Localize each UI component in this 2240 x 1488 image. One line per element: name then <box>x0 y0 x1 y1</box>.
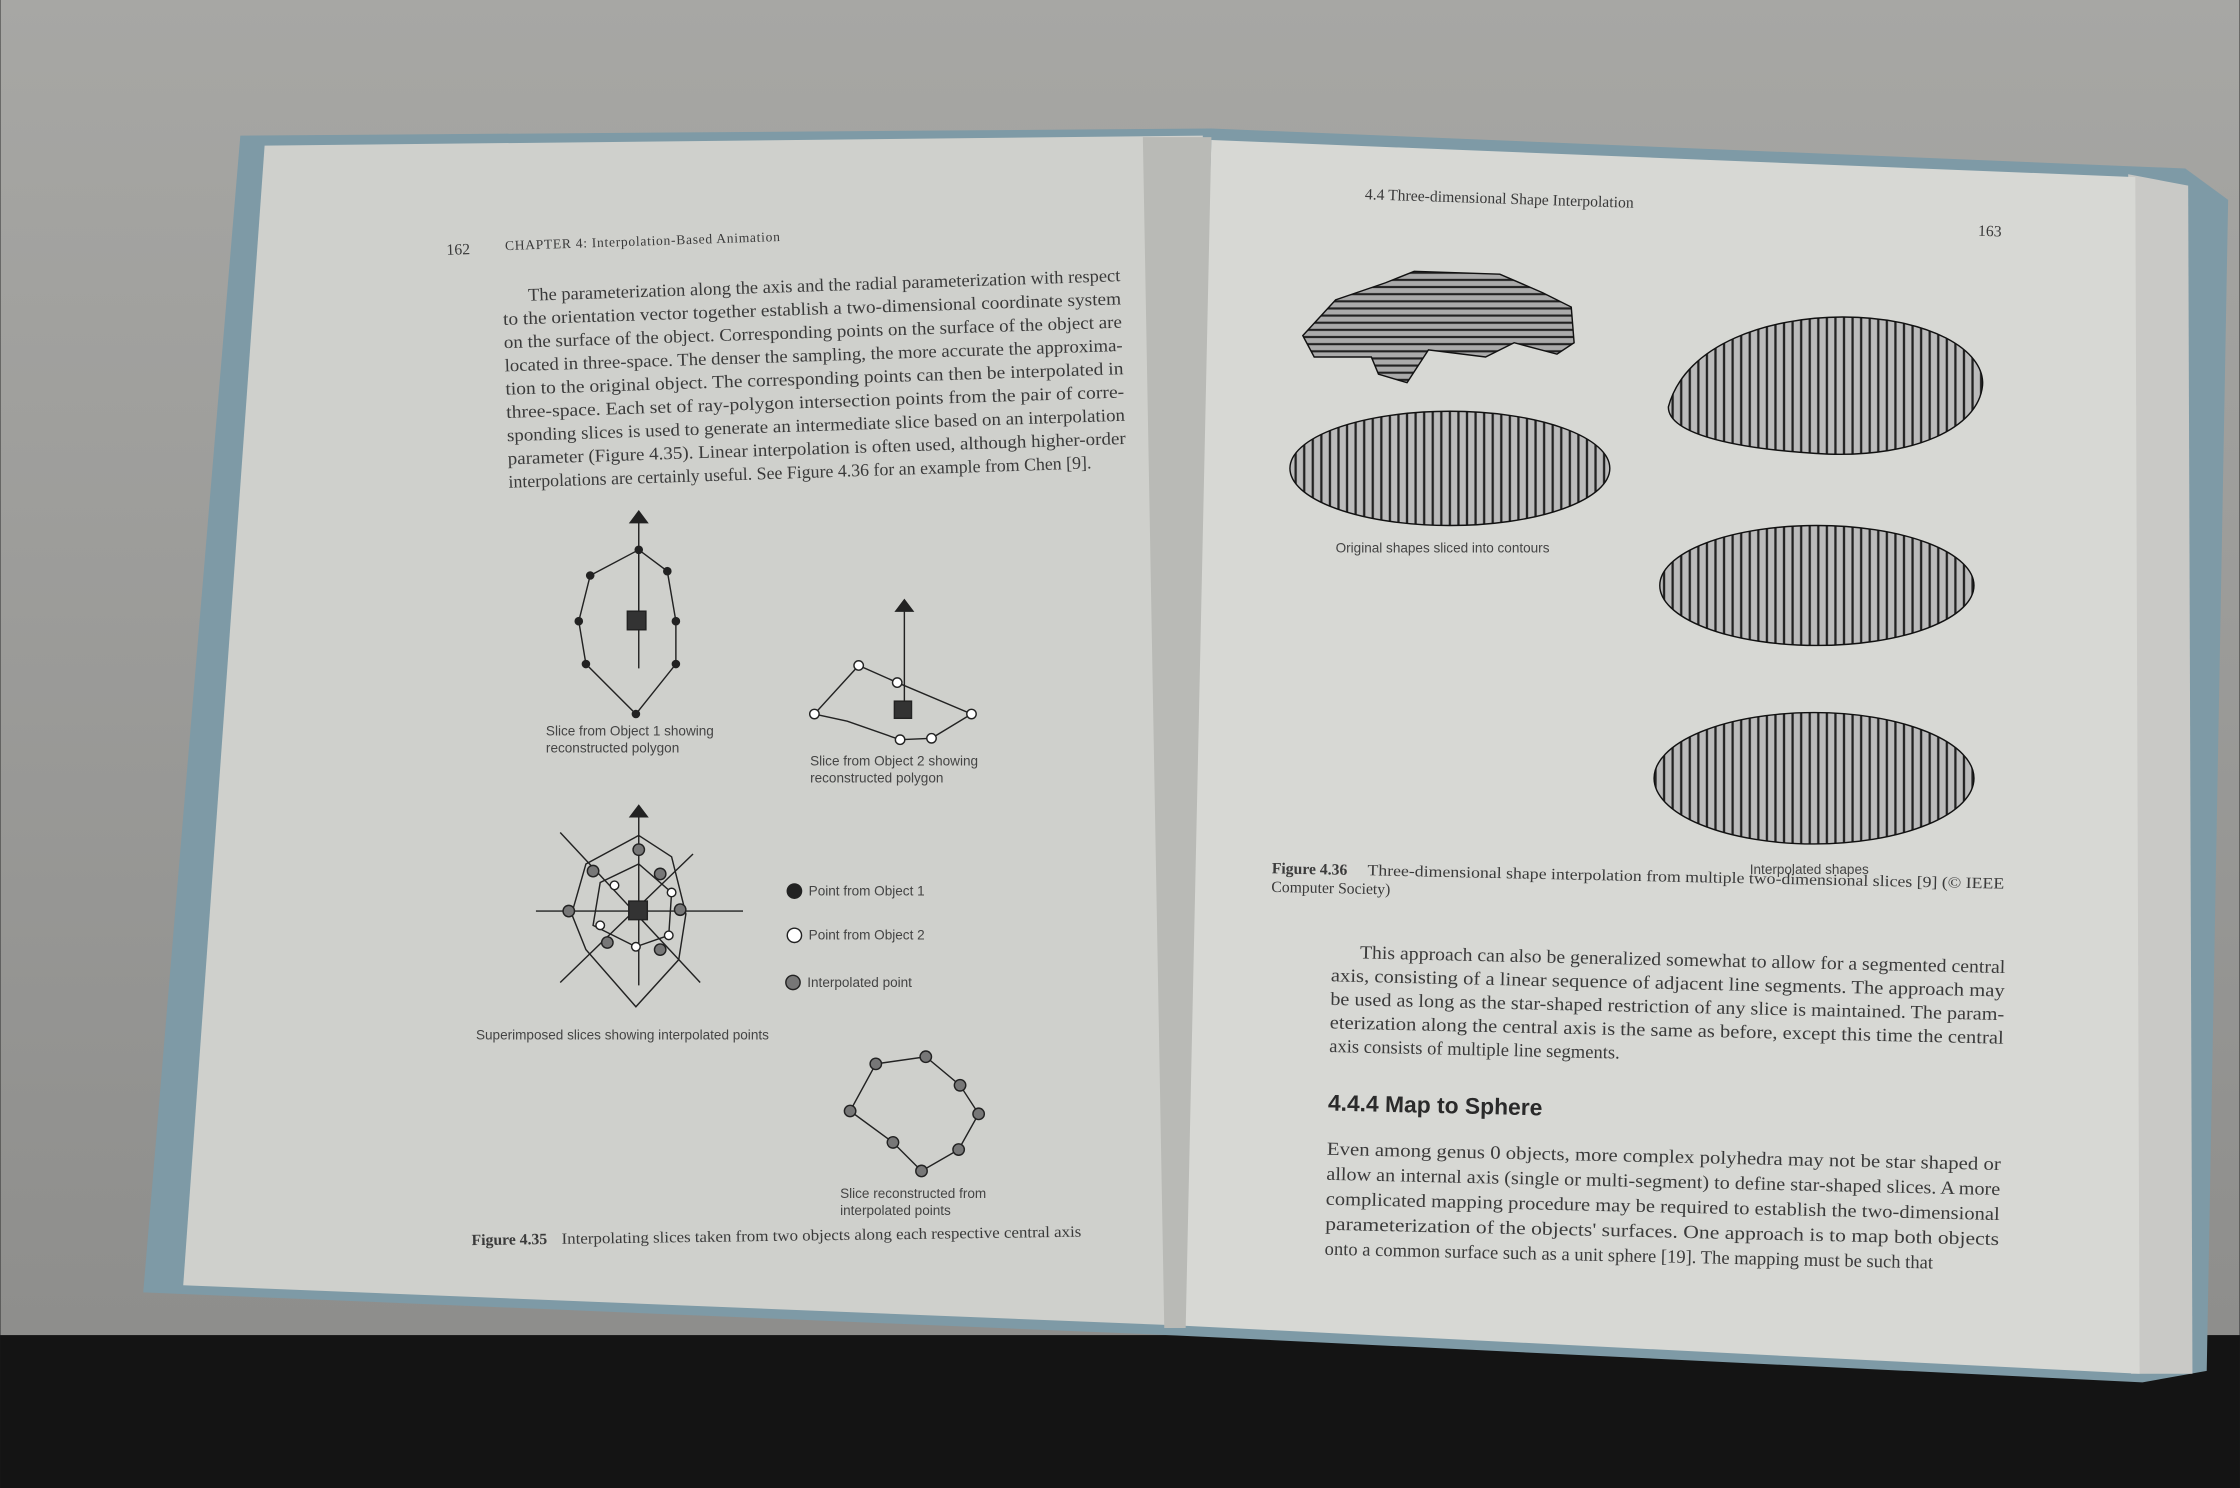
label: Slice from Object 1 showing <box>546 723 714 738</box>
figure-4-35 <box>535 510 986 1178</box>
diagram-shape <box>609 880 620 891</box>
diagram-shape <box>853 660 865 671</box>
diagram-shape <box>966 708 977 720</box>
label: Slice from Object 2 showing <box>810 753 978 768</box>
left-page <box>183 135 1203 1326</box>
diagram-shape <box>1659 524 1975 647</box>
label: 162 <box>446 241 470 259</box>
diagram-shape <box>952 1143 966 1156</box>
diagram-shape <box>915 1164 928 1178</box>
diagram-shape <box>653 867 667 881</box>
label: Figure 4.35 <box>472 1231 548 1249</box>
diagram-shape <box>570 834 687 1008</box>
diagram-shape <box>891 677 903 689</box>
diagram-shape <box>574 616 584 626</box>
diagram-shape <box>1301 270 1575 384</box>
diagram-shape <box>808 660 977 746</box>
label: interpolated points <box>840 1203 951 1218</box>
diagram-shape <box>581 659 591 669</box>
diagram-shape <box>1667 316 1984 455</box>
diagram-shape <box>673 903 687 917</box>
label: Interpolated shapes <box>1750 862 1869 877</box>
left-header: 162 CHAPTER 4: Interpolation-Based Anima… <box>446 229 1126 492</box>
left-paragraph: The parameterization along the axis and … <box>503 265 1126 492</box>
diagram-shape <box>653 943 667 957</box>
diagram-shape <box>663 930 674 941</box>
diagram-shape <box>559 853 694 983</box>
diagram-shape <box>843 1050 986 1178</box>
diagram-shape <box>786 883 803 899</box>
diagram-shape <box>634 545 644 555</box>
diagram-shape <box>663 566 672 576</box>
right-paragraph-2: Even among genus 0 objects, more complex… <box>1324 1139 2002 1274</box>
diagram-shape <box>631 709 641 719</box>
diagram-shape <box>786 883 803 899</box>
diagram-shape <box>632 843 646 857</box>
diagram-shape <box>595 920 606 931</box>
label: 163 <box>1978 223 2002 241</box>
diagram-shape <box>671 616 681 626</box>
label: Computer Society) <box>1271 879 1390 898</box>
diagram-shape <box>671 659 681 669</box>
diagram-shape <box>1289 410 1611 527</box>
label: Point from Object 2 <box>809 928 925 943</box>
label: Point from Object 1 <box>809 883 925 898</box>
diagram-shape <box>926 732 937 744</box>
label: Superimposed slices showing interpolated… <box>476 1028 769 1043</box>
label: reconstructed polygon <box>546 741 679 756</box>
diagram-shape <box>630 941 641 952</box>
diagram-shape <box>894 734 906 746</box>
label: Slice reconstructed from <box>840 1186 986 1201</box>
diagram-shape <box>626 610 647 631</box>
diagram-shape <box>869 1057 883 1071</box>
diagram-shape <box>813 664 974 741</box>
diagram-shape <box>562 904 576 918</box>
diagram-shape <box>808 708 820 720</box>
diagram-shape <box>562 843 687 957</box>
diagram-shape <box>666 887 677 898</box>
diagram-shape <box>953 1078 967 1092</box>
page-edges <box>2128 174 2193 1374</box>
figure-4-36 <box>1289 270 1984 845</box>
diagram-shape <box>628 510 649 524</box>
gutter <box>1142 137 1212 1329</box>
diagram-shape <box>1653 711 1975 845</box>
diagram-shape <box>595 880 677 952</box>
diagram-shape <box>843 1104 857 1118</box>
label: 4.4.4 Map to Sphere <box>1328 1090 1543 1121</box>
diagram-shape <box>786 927 803 944</box>
label: reconstructed polygon <box>810 771 943 786</box>
diagram-shape <box>886 1135 900 1149</box>
label: Original shapes sliced into contours <box>1336 541 1550 556</box>
diagram-shape <box>894 598 915 612</box>
diagram-shape <box>628 900 649 921</box>
diagram-shape <box>586 864 600 878</box>
diagram-shape <box>919 1050 933 1064</box>
diagram-shape <box>628 804 649 818</box>
label: Interpolated point <box>807 975 912 990</box>
diagram-shape <box>574 545 681 719</box>
diagram-shape <box>785 974 801 991</box>
diagram-shape <box>893 700 913 720</box>
diagram-shape <box>600 936 614 949</box>
diagram-shape <box>972 1107 986 1121</box>
label: Figure 4.36 <box>1272 860 1348 879</box>
diagram-shape <box>585 571 595 580</box>
